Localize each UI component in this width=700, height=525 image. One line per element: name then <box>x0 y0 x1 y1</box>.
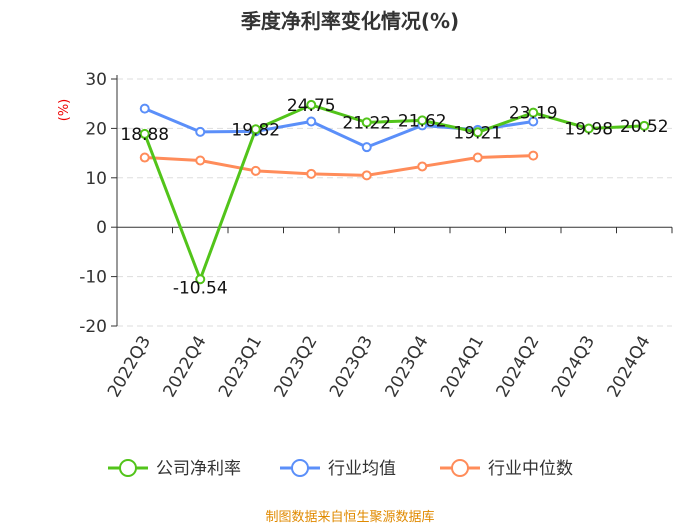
data-point[interactable] <box>139 128 150 139</box>
data-label: 19.98 <box>564 119 613 139</box>
data-point[interactable] <box>639 120 650 131</box>
legend-marker[interactable] <box>119 459 137 477</box>
data-point[interactable] <box>417 161 428 172</box>
x-tick-label: 2023Q2 <box>271 333 322 401</box>
y-tick-label: 20 <box>85 119 107 139</box>
data-point[interactable] <box>306 116 317 127</box>
legend-label[interactable]: 行业均值 <box>328 459 396 479</box>
source-note: 制图数据来自恒生聚源数据库 <box>265 509 434 525</box>
chart-title: 季度净利率变化情况(%) <box>240 9 459 33</box>
y-axis-label: (%) <box>57 99 72 122</box>
legend-label[interactable]: 公司净利率 <box>156 459 241 479</box>
data-label: 18.88 <box>120 125 169 145</box>
x-tick-label: 2023Q4 <box>382 333 433 401</box>
data-label: 21.62 <box>398 111 447 131</box>
legend-marker[interactable] <box>291 459 309 477</box>
data-point[interactable] <box>250 165 261 176</box>
data-point[interactable] <box>361 170 372 181</box>
data-point[interactable] <box>528 107 539 118</box>
x-tick-label: 2022Q4 <box>160 333 211 401</box>
series-line <box>144 154 534 177</box>
data-point[interactable] <box>528 150 539 161</box>
data-point[interactable] <box>139 103 150 114</box>
x-tick-label: 2023Q3 <box>326 333 377 401</box>
data-point[interactable] <box>472 152 483 163</box>
data-point[interactable] <box>195 126 206 137</box>
series-line <box>143 103 645 284</box>
y-tick-label: -20 <box>79 317 107 337</box>
data-point[interactable] <box>361 117 372 128</box>
data-label: 19.21 <box>453 123 502 143</box>
x-tick-label: 2024Q3 <box>548 333 599 401</box>
data-point[interactable] <box>306 99 317 110</box>
x-tick-label: 2024Q4 <box>604 333 655 401</box>
data-point[interactable] <box>472 127 483 138</box>
data-point[interactable] <box>306 168 317 179</box>
x-tick-label: 2024Q1 <box>437 333 488 401</box>
legend-label[interactable]: 行业中位数 <box>488 459 573 479</box>
data-point[interactable] <box>583 123 594 134</box>
data-label: -10.54 <box>173 278 228 298</box>
data-point[interactable] <box>250 124 261 135</box>
data-point[interactable] <box>195 274 206 285</box>
legend-marker[interactable] <box>451 459 469 477</box>
data-label: 23.19 <box>509 104 558 124</box>
x-tick-label: 2022Q3 <box>104 333 155 401</box>
data-point[interactable] <box>417 115 428 126</box>
data-label: 19.82 <box>231 120 280 140</box>
y-tick-label: 10 <box>85 169 107 189</box>
data-label: 24.75 <box>287 96 336 116</box>
y-tick-label: 30 <box>85 70 107 90</box>
data-point[interactable] <box>361 142 372 153</box>
data-point[interactable] <box>139 152 150 163</box>
data-label: 21.22 <box>342 113 391 133</box>
data-point[interactable] <box>195 155 206 166</box>
x-tick-label: 2023Q1 <box>215 333 266 401</box>
data-label: 20.52 <box>620 117 669 137</box>
y-tick-label: -10 <box>79 268 107 288</box>
y-tick-label: 0 <box>96 218 107 238</box>
x-tick-label: 2024Q2 <box>493 333 544 401</box>
